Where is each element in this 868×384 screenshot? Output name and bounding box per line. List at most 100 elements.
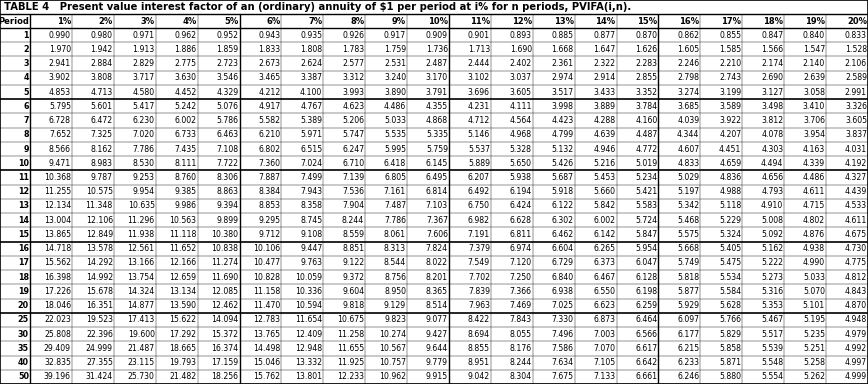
- Text: 7.487: 7.487: [384, 202, 406, 210]
- Text: 12.106: 12.106: [86, 216, 113, 225]
- Text: 8.162: 8.162: [90, 144, 113, 154]
- Text: 4.968: 4.968: [510, 130, 532, 139]
- Text: 5.995: 5.995: [385, 144, 406, 154]
- Text: 6.495: 6.495: [426, 173, 448, 182]
- Text: 5.019: 5.019: [635, 159, 657, 168]
- Text: 6.418: 6.418: [384, 159, 406, 168]
- Text: 9.122: 9.122: [342, 258, 365, 268]
- Text: 5.206: 5.206: [342, 116, 365, 125]
- Text: 3.199: 3.199: [720, 88, 741, 97]
- Text: 1: 1: [23, 31, 29, 40]
- Text: 8.530: 8.530: [133, 159, 155, 168]
- Text: 3.589: 3.589: [720, 102, 741, 111]
- Text: 15.046: 15.046: [253, 358, 280, 367]
- Text: 8.756: 8.756: [385, 273, 406, 282]
- Text: 5.759: 5.759: [426, 144, 448, 154]
- Text: 14.292: 14.292: [86, 258, 113, 268]
- Text: 4.639: 4.639: [594, 130, 615, 139]
- Text: 17.413: 17.413: [128, 315, 155, 324]
- Text: 10.567: 10.567: [379, 344, 406, 353]
- Text: 9.823: 9.823: [385, 315, 406, 324]
- Text: 8.422: 8.422: [468, 315, 490, 324]
- Text: 0.862: 0.862: [677, 31, 700, 40]
- Text: 4.997: 4.997: [845, 358, 867, 367]
- Text: 5.971: 5.971: [300, 130, 322, 139]
- Text: 5.242: 5.242: [174, 102, 196, 111]
- Text: 7.904: 7.904: [342, 202, 365, 210]
- Text: 7.786: 7.786: [133, 144, 155, 154]
- Text: 3.498: 3.498: [761, 102, 783, 111]
- Text: 0.980: 0.980: [91, 31, 113, 40]
- Text: 7.702: 7.702: [468, 273, 490, 282]
- Text: 3.326: 3.326: [845, 102, 867, 111]
- Text: 6.122: 6.122: [551, 202, 574, 210]
- Text: 3.465: 3.465: [259, 73, 280, 82]
- Text: 7.634: 7.634: [551, 358, 574, 367]
- Text: 8.951: 8.951: [468, 358, 490, 367]
- Text: 5.316: 5.316: [761, 287, 783, 296]
- Text: 5.070: 5.070: [803, 287, 825, 296]
- Text: 5.353: 5.353: [761, 301, 783, 310]
- Text: 1.886: 1.886: [174, 45, 196, 54]
- Text: 9.042: 9.042: [468, 372, 490, 381]
- Text: 0.943: 0.943: [259, 31, 280, 40]
- Text: 2.855: 2.855: [635, 73, 657, 82]
- Text: 9%: 9%: [392, 17, 406, 25]
- Text: 3.387: 3.387: [300, 73, 322, 82]
- Text: 1.833: 1.833: [259, 45, 280, 54]
- Text: 15%: 15%: [637, 17, 657, 25]
- Text: 2.246: 2.246: [677, 59, 700, 68]
- Text: 6.464: 6.464: [635, 315, 657, 324]
- Text: 0.962: 0.962: [174, 31, 196, 40]
- Text: 16: 16: [18, 244, 29, 253]
- Text: 0.833: 0.833: [845, 31, 867, 40]
- Text: 3.546: 3.546: [216, 73, 239, 82]
- Text: 15: 15: [18, 230, 29, 239]
- Text: 10.563: 10.563: [169, 216, 196, 225]
- Text: 5.076: 5.076: [216, 102, 239, 111]
- Text: 11.652: 11.652: [169, 244, 196, 253]
- Text: 5.235: 5.235: [803, 329, 825, 339]
- Text: 0.926: 0.926: [342, 31, 365, 40]
- Text: 1.970: 1.970: [49, 45, 71, 54]
- Text: 5.342: 5.342: [677, 202, 700, 210]
- Text: 14.324: 14.324: [128, 287, 155, 296]
- Text: 2.673: 2.673: [259, 59, 280, 68]
- Text: 6.142: 6.142: [594, 230, 615, 239]
- Text: 8.544: 8.544: [384, 258, 406, 268]
- Text: 15.562: 15.562: [44, 258, 71, 268]
- Text: 4.355: 4.355: [426, 102, 448, 111]
- Text: 5.877: 5.877: [677, 287, 700, 296]
- Text: 5.889: 5.889: [468, 159, 490, 168]
- Text: 0.870: 0.870: [635, 31, 657, 40]
- Text: 3.993: 3.993: [342, 88, 365, 97]
- Text: 10.059: 10.059: [295, 273, 322, 282]
- Text: 7%: 7%: [308, 17, 322, 25]
- Text: 9.108: 9.108: [300, 230, 322, 239]
- Text: 3.954: 3.954: [803, 130, 825, 139]
- Text: 9.471: 9.471: [49, 159, 71, 168]
- Text: 7.549: 7.549: [468, 258, 490, 268]
- Text: 18: 18: [18, 273, 29, 282]
- Text: 5.195: 5.195: [803, 315, 825, 324]
- Text: 35: 35: [18, 344, 29, 353]
- Text: 5.583: 5.583: [635, 202, 657, 210]
- Text: 8.853: 8.853: [259, 202, 280, 210]
- Text: 3.352: 3.352: [635, 88, 657, 97]
- Text: 6.424: 6.424: [510, 202, 532, 210]
- Text: 29.409: 29.409: [44, 344, 71, 353]
- Text: 16.398: 16.398: [44, 273, 71, 282]
- Text: 5.146: 5.146: [468, 130, 490, 139]
- Text: 0.877: 0.877: [594, 31, 615, 40]
- Text: 1.605: 1.605: [677, 45, 700, 54]
- Text: 6.128: 6.128: [635, 273, 657, 282]
- Text: 5.554: 5.554: [761, 372, 783, 381]
- Text: 9.954: 9.954: [133, 187, 155, 196]
- Text: 17.226: 17.226: [44, 287, 71, 296]
- Text: 6.623: 6.623: [594, 301, 615, 310]
- Text: 4.999: 4.999: [845, 372, 867, 381]
- Text: 5.467: 5.467: [761, 315, 783, 324]
- Text: 12.849: 12.849: [86, 230, 113, 239]
- Text: 11.654: 11.654: [295, 315, 322, 324]
- Text: 4.163: 4.163: [803, 144, 825, 154]
